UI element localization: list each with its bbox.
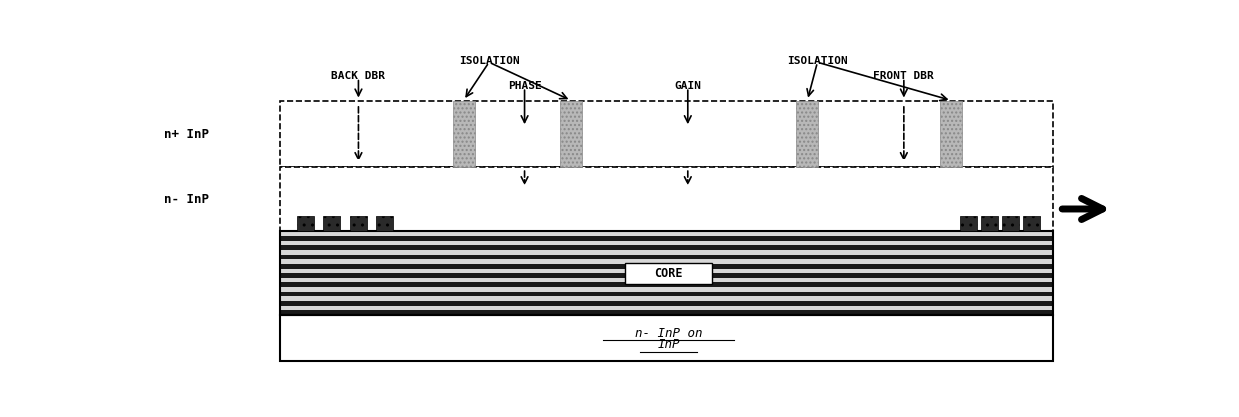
Text: ISOLATION: ISOLATION — [787, 56, 847, 66]
Bar — [280, 245, 1053, 250]
Bar — [280, 241, 1053, 245]
Bar — [280, 296, 1053, 301]
Bar — [280, 255, 1053, 259]
Text: n- InP: n- InP — [165, 193, 209, 206]
Bar — [280, 287, 1053, 292]
Text: PHASE: PHASE — [508, 81, 541, 91]
Bar — [280, 264, 1053, 269]
Bar — [280, 315, 1053, 362]
Text: ISOLATION: ISOLATION — [458, 56, 519, 66]
Bar — [280, 167, 1053, 231]
Bar — [280, 259, 1053, 264]
Text: BACK DBR: BACK DBR — [332, 71, 385, 81]
Bar — [280, 273, 1053, 278]
Bar — [280, 292, 1053, 296]
Bar — [797, 101, 819, 167]
Bar — [280, 101, 1053, 167]
Bar — [349, 216, 367, 231]
Text: GAIN: GAIN — [674, 81, 701, 91]
Bar — [280, 306, 1053, 310]
Bar — [280, 231, 1053, 236]
Bar — [626, 263, 711, 284]
Bar — [280, 282, 1053, 287]
Bar — [323, 216, 341, 231]
Bar — [297, 216, 315, 231]
Bar — [560, 101, 582, 167]
Bar — [981, 216, 997, 231]
Bar — [959, 216, 976, 231]
Bar — [280, 250, 1053, 255]
Text: CORE: CORE — [654, 267, 683, 280]
Bar — [375, 216, 393, 231]
Bar — [940, 101, 963, 167]
Bar — [280, 301, 1053, 306]
Bar — [452, 101, 475, 167]
Text: InP: InP — [658, 338, 680, 351]
Bar — [280, 269, 1053, 273]
Bar — [1023, 216, 1041, 231]
Bar — [1002, 216, 1018, 231]
Bar — [280, 278, 1053, 282]
Text: FRONT DBR: FRONT DBR — [873, 71, 934, 81]
Bar — [280, 236, 1053, 241]
Text: n+ InP: n+ InP — [165, 128, 209, 141]
Bar — [280, 231, 1053, 315]
Bar — [280, 310, 1053, 315]
Text: n- InP on: n- InP on — [634, 327, 703, 340]
